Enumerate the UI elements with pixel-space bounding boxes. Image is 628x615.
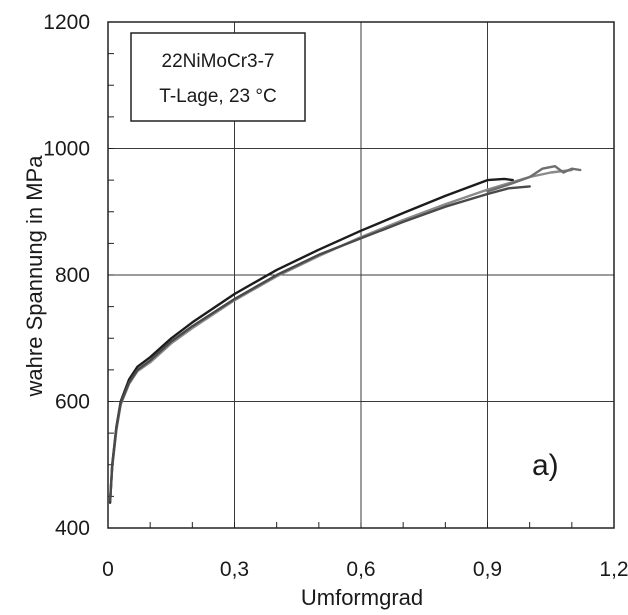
- y-tick-labels: 400 600 800 1000 1200: [43, 11, 90, 540]
- y-tick-label: 800: [55, 264, 90, 287]
- x-tick-label: 0,3: [220, 558, 249, 581]
- grid: [108, 22, 614, 528]
- x-tick-label: 0,6: [346, 558, 375, 581]
- x-tick-label: 0,9: [473, 558, 502, 581]
- y-tick-label: 600: [55, 391, 90, 414]
- annotation-box: 22NiMoCr3-7 T-Lage, 23 °C: [130, 32, 306, 122]
- series-line-4: [486, 165, 582, 193]
- annotation-frame: [130, 32, 306, 122]
- y-tick-label: 1000: [43, 138, 90, 161]
- y-axis-title: wahre Spannung in MPa: [22, 155, 47, 398]
- annotation-condition: T-Lage, 23 °C: [159, 86, 276, 107]
- series-lines: [108, 165, 582, 504]
- x-tick-labels: 0 0,3 0,6 0,9 1,2: [102, 558, 628, 581]
- y-tick-label: 1200: [43, 11, 90, 34]
- series-line-3: [108, 185, 531, 503]
- annotation-material: 22NiMoCr3-7: [162, 51, 275, 72]
- x-axis-title: Umformgrad: [301, 585, 423, 610]
- y-tick-label: 400: [55, 517, 90, 540]
- x-tick-label: 0: [102, 558, 114, 581]
- plot-frame: [107, 21, 615, 529]
- x-tick-label: 1,2: [599, 558, 628, 581]
- panel-label: a): [532, 449, 559, 482]
